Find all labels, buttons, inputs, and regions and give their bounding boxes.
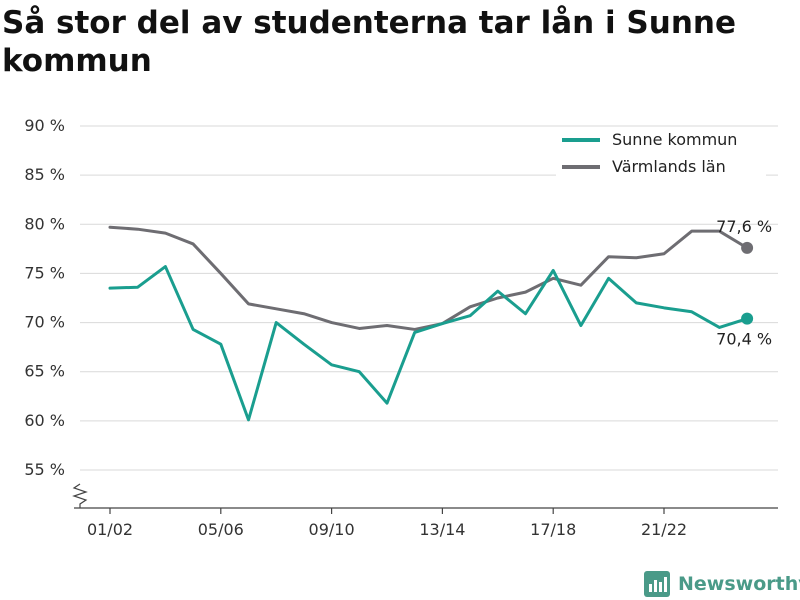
legend: Sunne kommun Värmlands län <box>556 128 766 176</box>
series-line-varmland <box>108 225 749 331</box>
x-tick-label: 13/14 <box>419 520 465 539</box>
y-tick-label: 65 % <box>24 362 65 381</box>
x-tick-label: 05/06 <box>198 520 244 539</box>
brand-name: Newsworthy <box>678 573 800 595</box>
end-point-varmland <box>741 241 754 254</box>
chart-title: Så stor del av studenterna tar lån i Sun… <box>2 5 736 79</box>
y-tick-label: 55 % <box>24 460 65 479</box>
end-label-sunne: 70,4 % <box>716 330 772 349</box>
series-lines: 77,6 % 70,4 % <box>108 217 772 422</box>
newsworthy-logo-icon <box>644 571 670 597</box>
y-tick-label: 75 % <box>24 263 65 282</box>
y-tick-label: 85 % <box>24 165 65 184</box>
y-tick-label: 90 % <box>24 116 65 135</box>
y-tick-label: 60 % <box>24 411 65 430</box>
grid-lines <box>80 125 778 471</box>
legend-label: Värmlands län <box>612 157 726 176</box>
y-tick-label: 80 % <box>24 214 65 233</box>
x-tick-label: 09/10 <box>309 520 355 539</box>
y-tick-label: 70 % <box>24 313 65 332</box>
end-label-varmland: 77,6 % <box>716 217 772 236</box>
axis-break-icon <box>72 483 88 508</box>
y-axis-ticks: 55 % 60 % 65 % 70 % 75 % 80 % 85 % 90 % <box>24 116 65 479</box>
x-tick-label: 17/18 <box>530 520 576 539</box>
x-tick-label: 01/02 <box>87 520 133 539</box>
legend-label: Sunne kommun <box>612 130 737 149</box>
newsworthy-brand: Newsworthy <box>644 568 800 600</box>
series-line-sunne <box>108 265 749 422</box>
x-tick-label: 21/22 <box>641 520 687 539</box>
end-point-sunne <box>741 312 754 325</box>
x-axis: 01/02 05/06 09/10 13/14 17/18 21/22 <box>72 483 778 539</box>
